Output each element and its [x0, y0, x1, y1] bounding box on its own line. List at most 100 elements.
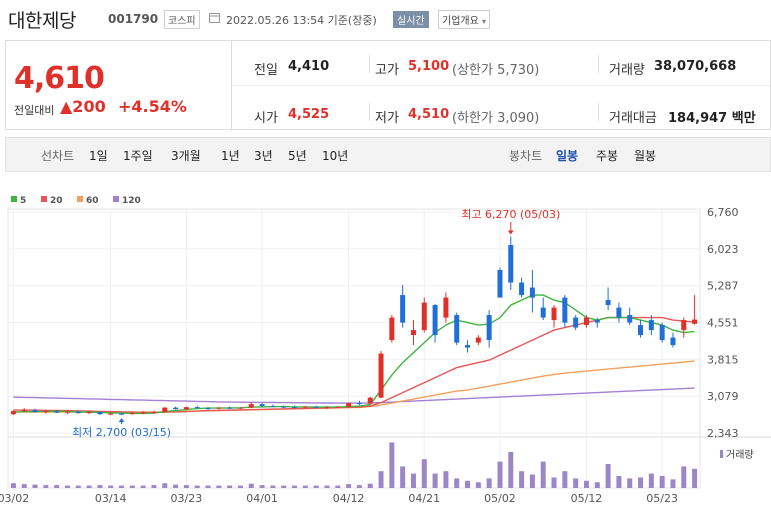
change-percent: +4.54% [118, 97, 187, 116]
candle-body [54, 411, 60, 413]
ma5-line [13, 294, 695, 415]
candle-body [594, 320, 600, 323]
volume-bar [573, 478, 579, 488]
change-label: 전일대비 [14, 104, 55, 117]
x-tick-label: 05/12 [571, 492, 603, 505]
y-tick-label: 5,287 [707, 280, 739, 293]
period-3y[interactable]: 3년 [254, 149, 273, 163]
volume-bar [410, 473, 416, 488]
candle-body [551, 307, 557, 321]
x-tick-label: 05/23 [646, 492, 678, 505]
candle-body [432, 305, 438, 336]
candle-body [681, 320, 687, 331]
candle-body [10, 411, 16, 415]
volume-bar [465, 480, 471, 488]
volume-bar [616, 476, 622, 488]
volume-bar [54, 485, 60, 488]
plot-frame [7, 208, 701, 489]
x-tick-label: 03/14 [95, 492, 127, 505]
candle-body [670, 337, 676, 346]
volume-bar [292, 485, 298, 488]
volume-bar [183, 485, 189, 488]
period-1y[interactable]: 1년 [221, 149, 240, 163]
y-tick-label: 6,760 [707, 206, 739, 219]
volume-bar [313, 485, 319, 488]
x-tick-label: 03/02 [0, 492, 29, 505]
volume-bar [259, 485, 265, 488]
chart-canvas: 5 20 60 120 6,760 6,023 5,287 4,551 3,815 3,079 2,… [0, 196, 771, 505]
volume-bar [389, 442, 395, 488]
y-tick-label: 3,079 [707, 390, 739, 403]
min-price-label: 최저 2,700 (03/15) [72, 426, 171, 439]
candle-body [475, 337, 481, 343]
candle-body [216, 407, 222, 409]
volume-bar [454, 478, 460, 488]
legend-label-120: 120 [122, 196, 141, 206]
volume-bar [173, 484, 179, 488]
period-5y[interactable]: 5년 [288, 149, 307, 163]
legend-swatch-5 [11, 196, 17, 202]
candle-body [140, 412, 146, 414]
candle-body [638, 325, 644, 336]
ma120-line [13, 387, 695, 404]
amount-value: 184,947 백만 [668, 111, 756, 126]
candle-body [378, 353, 384, 398]
price-box: 4,610 전일대비 ▲200 +4.54% [5, 40, 232, 130]
candle-body [421, 302, 427, 331]
period-1d[interactable]: 1일 [89, 149, 108, 163]
volume-bar [540, 461, 546, 488]
candle-body [162, 407, 168, 413]
candle-body [627, 315, 633, 323]
candle-body [605, 300, 611, 306]
candle-body [43, 411, 49, 413]
legend-swatch-20 [41, 196, 47, 202]
ma60-line [13, 360, 695, 413]
company-info-label: 기업개요 [442, 16, 479, 27]
candle-body [529, 287, 535, 298]
timestamp: 2022.05.26 13:54 기준(장중) [226, 14, 377, 27]
candle-body [32, 410, 38, 413]
period-10y[interactable]: 10년 [322, 149, 349, 163]
volume-bar [681, 466, 687, 488]
volume-bar [551, 477, 557, 488]
lower-limit: (하한가 3,090) [452, 111, 540, 126]
volume-bar [486, 478, 492, 488]
candle-weekly[interactable]: 주봉 [596, 149, 619, 163]
candle-body [64, 411, 70, 413]
candle-body [583, 317, 589, 326]
period-3m[interactable]: 3개월 [171, 149, 201, 163]
candle-body [292, 407, 298, 409]
candle-body [324, 407, 330, 409]
volume-bar [86, 485, 92, 488]
volume-bar [216, 485, 222, 488]
current-price: 4,610 [14, 61, 105, 96]
candle-body [21, 410, 27, 412]
open-value: 4,525 [288, 107, 330, 122]
volume-bar [194, 485, 200, 488]
candle-body [313, 406, 319, 408]
company-info-dropdown[interactable]: 기업개요 ▾ [438, 10, 491, 29]
realtime-button[interactable]: 실시간 [393, 11, 429, 28]
period-1w[interactable]: 1주일 [123, 149, 153, 163]
candle-body [302, 406, 308, 408]
calendar-icon [209, 13, 220, 23]
candle-body [508, 245, 514, 283]
volume-bar [21, 484, 27, 488]
candle-monthly[interactable]: 월봉 [634, 149, 657, 163]
volume-bar [248, 483, 254, 488]
period-bar: 선차트 1일 1주일 3개월 1년 3년 5년 10년 봉차트 일봉 주봉 월봉 [5, 137, 771, 172]
volume-bar [302, 485, 308, 488]
volume-bar [346, 484, 352, 488]
change-value: ▲200 [60, 97, 106, 116]
candle-body [562, 297, 568, 323]
x-tick-label: 05/02 [484, 492, 516, 505]
x-tick-label: 04/21 [408, 492, 440, 505]
candle-body [248, 404, 254, 408]
candle-body [616, 307, 622, 318]
low-label: 저가 [375, 111, 399, 126]
candle-body [151, 412, 157, 414]
candle-daily[interactable]: 일봉 [556, 149, 579, 163]
candle-body [183, 407, 189, 410]
candle-body [486, 315, 492, 341]
volume-bar [562, 471, 568, 488]
